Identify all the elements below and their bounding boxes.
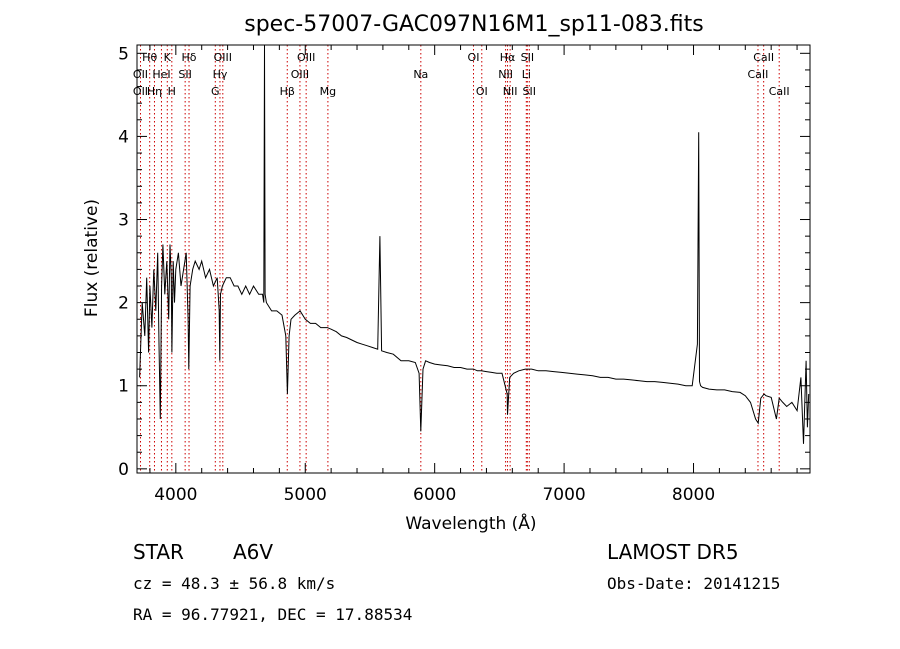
line-marker-label: Hθ: [142, 51, 157, 64]
object-subclass: A6V: [233, 540, 273, 564]
line-marker-label: CaII: [769, 85, 790, 98]
line-marker-label: H: [168, 85, 176, 98]
chart-title: spec-57007-GAC097N16M1_sp11-083.fits: [244, 12, 704, 37]
y-tick-label: 1: [118, 377, 129, 397]
plot-frame: [136, 44, 811, 474]
line-marker-label: SII: [178, 68, 191, 81]
line-markers: [139, 45, 780, 473]
line-marker-label: Na: [413, 68, 428, 81]
line-marker-label: CaII: [748, 68, 769, 81]
line-marker-label: Hα: [500, 51, 516, 64]
line-marker-label: Hη: [147, 85, 162, 98]
line-marker-label: CaII: [753, 51, 774, 64]
x-tick-label: 5000: [284, 485, 327, 505]
line-marker-label: OI: [468, 51, 480, 64]
x-tick-label: 6000: [413, 485, 456, 505]
line-marker-label: OI: [476, 85, 488, 98]
line-marker-label: Hδ: [182, 51, 197, 64]
x-tick-label: 8000: [672, 485, 715, 505]
x-tick-label: 7000: [542, 485, 585, 505]
y-tick-label: 5: [118, 44, 129, 64]
y-tick-label: 3: [118, 211, 129, 231]
spectrum-line: [139, 44, 810, 444]
y-tick-label: 2: [118, 294, 129, 314]
y-axis-ticks: 0 1 2 3 4 5: [118, 44, 810, 480]
line-marker-label: Li: [522, 68, 531, 81]
y-tick-label: 4: [118, 127, 129, 147]
y-axis-label: Flux (relative): [82, 199, 102, 317]
x-axis-ticks: 4000 5000 6000 7000 8000: [149, 45, 798, 505]
line-marker-label: OIII: [291, 68, 309, 81]
survey-name: LAMOST DR5: [607, 540, 739, 564]
line-marker-label: SII: [521, 51, 534, 64]
line-marker-label: HeI: [152, 68, 170, 81]
line-marker-label: G: [211, 85, 220, 98]
line-marker-label: OIII: [214, 51, 232, 64]
x-tick-label: 4000: [154, 485, 197, 505]
observation-date: Obs-Date: 20141215: [607, 574, 780, 593]
line-marker-label: Hγ: [213, 68, 228, 81]
line-marker-label: NII: [503, 85, 518, 98]
x-axis-label: Wavelength (Å): [405, 512, 536, 534]
y-tick-label: 0: [118, 460, 129, 480]
line-marker-label: OIII: [297, 51, 315, 64]
object-class: STAR: [133, 540, 184, 564]
redshift-velocity: cz = 48.3 ± 56.8 km/s: [133, 574, 335, 593]
line-marker-label: Mg: [320, 85, 336, 98]
coordinates: RA = 96.77921, DEC = 17.88534: [133, 605, 412, 624]
line-marker-label: K: [164, 51, 172, 64]
line-marker-label: Hβ: [280, 85, 295, 98]
line-marker-label: SII: [523, 85, 536, 98]
line-marker-label: NII: [498, 68, 513, 81]
